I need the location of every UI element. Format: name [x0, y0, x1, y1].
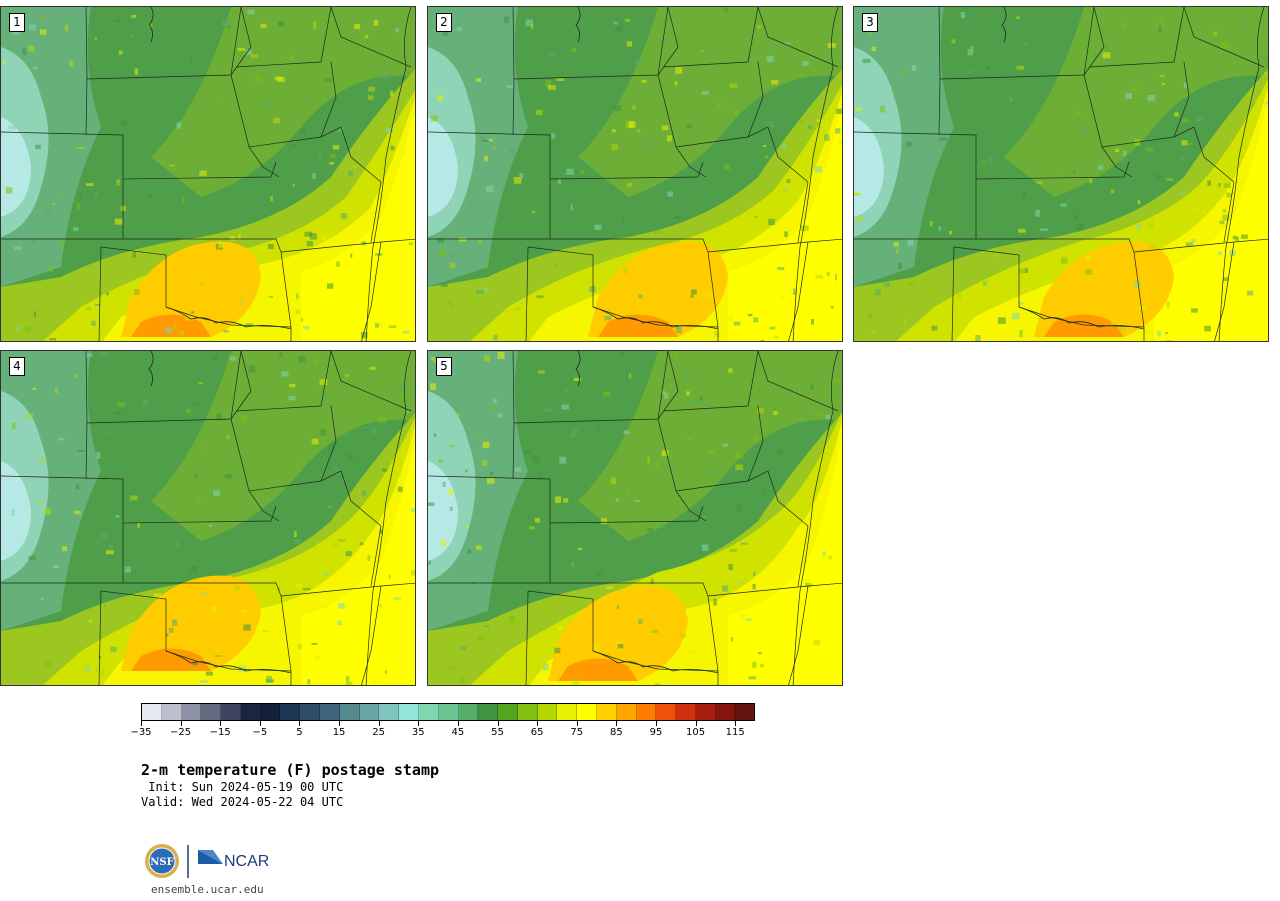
- colorbar-segment: [438, 704, 459, 720]
- colorbar-tick: [339, 721, 341, 726]
- temperature-map-5: [428, 351, 842, 685]
- colorbar-tick: [299, 721, 301, 726]
- colorbar-segment: [260, 704, 281, 720]
- temperature-map-1: [1, 7, 415, 341]
- colorbar-tick: [616, 721, 618, 726]
- colorbar-tick-label: 5: [296, 727, 303, 738]
- colorbar-tick-label: 35: [411, 727, 425, 738]
- colorbar-segment: [240, 704, 261, 720]
- colorbar-segment: [715, 704, 736, 720]
- colorbar-segment: [557, 704, 578, 720]
- colorbar-tick: [180, 721, 182, 726]
- colorbar-segment: [161, 704, 182, 720]
- colorbar-tick-label: 85: [609, 727, 623, 738]
- colorbar-tick: [141, 721, 142, 726]
- temperature-map-4: [1, 351, 415, 685]
- colorbar-segment: [339, 704, 360, 720]
- member-panel-1: 1: [0, 6, 416, 342]
- site-url: ensemble.ucar.edu: [151, 883, 264, 896]
- colorbar-tick-label: −35: [130, 727, 152, 738]
- member-label-4: 4: [9, 357, 25, 376]
- colorbar-tick: [457, 721, 459, 726]
- colorbar-segment: [478, 704, 499, 720]
- colorbar-tick-label: 105: [686, 727, 706, 738]
- member-label-1: 1: [9, 13, 25, 32]
- member-panel-2: 2: [427, 6, 843, 342]
- colorbar-segment: [201, 704, 222, 720]
- colorbar-segment: [498, 704, 518, 720]
- colorbar-tick: [655, 721, 657, 726]
- colorbar-tick: [220, 721, 222, 726]
- product-title: 2-m temperature (F) postage stamp: [141, 761, 440, 779]
- colorbar-tick-label: 55: [491, 727, 504, 738]
- member-panel-3: 3: [853, 6, 1269, 342]
- colorbar-segment: [280, 704, 301, 720]
- colorbar-tick-label: −15: [209, 727, 231, 738]
- colorbar-segment: [596, 704, 617, 720]
- member-label-2: 2: [436, 13, 452, 32]
- colorbar-segment: [537, 704, 558, 720]
- sponsor-logos: NSF NCAR: [143, 842, 273, 882]
- colorbar-segment: [458, 704, 479, 720]
- colorbar-tick-label: −25: [170, 727, 192, 738]
- member-panel-4: 4: [0, 350, 416, 686]
- colorbar-tick-label: −5: [252, 727, 268, 738]
- colorbar-tick-label: 15: [332, 727, 346, 738]
- colorbar-segment: [359, 704, 380, 720]
- colorbar-tick-label: 25: [372, 727, 386, 738]
- colorbar-tick-label: 45: [451, 727, 465, 738]
- colorbar-segment: [577, 704, 597, 720]
- colorbar-segment: [418, 704, 439, 720]
- colorbar-segment: [735, 704, 755, 720]
- colorbar-ticks: −35 −25 −15 −5 5 15 25 35 45 55 65 75 85 95 105 115: [130, 721, 755, 741]
- nsf-logo-text: NSF: [150, 857, 173, 868]
- colorbar-tick-label: 95: [649, 727, 663, 738]
- member-label-3: 3: [862, 13, 878, 32]
- colorbar-segment: [676, 704, 696, 720]
- temperature-map-3: [854, 7, 1268, 341]
- colorbar-tick-label: 75: [570, 727, 584, 738]
- colorbar-segment: [221, 704, 241, 720]
- colorbar-segment: [636, 704, 657, 720]
- colorbar-tick: [695, 721, 697, 726]
- colorbar-segment: [616, 704, 637, 720]
- colorbar-segment: [320, 704, 340, 720]
- colorbar-segment: [300, 704, 321, 720]
- colorbar-tick: [735, 721, 737, 726]
- colorbar-tick-label: 115: [725, 727, 745, 738]
- colorbar-segment: [656, 704, 677, 720]
- member-panel-5: 5: [427, 350, 843, 686]
- colorbar-tick: [497, 721, 499, 726]
- ncar-logo-text: NCAR: [224, 853, 269, 870]
- colorbar-tick: [259, 721, 261, 726]
- colorbar-segment: [379, 704, 400, 720]
- colorbar-tick: [378, 721, 380, 726]
- member-label-5: 5: [436, 357, 452, 376]
- colorbar-segment: [695, 704, 716, 720]
- colorbar-segment: [399, 704, 419, 720]
- colorbar-tick: [576, 721, 578, 726]
- title-block: 2-m temperature (F) postage stamp Init: …: [141, 761, 439, 810]
- init-time: Init: Sun 2024-05-19 00 UTC: [141, 780, 344, 794]
- colorbar-tick-label: 65: [530, 727, 544, 738]
- ncar-logo: NCAR: [198, 850, 269, 870]
- colorbar-segment: [142, 704, 162, 720]
- colorbar-tick: [537, 721, 539, 726]
- temperature-map-2: [428, 7, 842, 341]
- colorbar-segment: [181, 704, 202, 720]
- valid-time: Valid: Wed 2024-05-22 04 UTC: [141, 795, 344, 809]
- colorbar-tick: [418, 721, 420, 726]
- colorbar-segment: [517, 704, 538, 720]
- temperature-colorbar: [141, 703, 755, 721]
- nsf-logo: NSF: [145, 844, 179, 878]
